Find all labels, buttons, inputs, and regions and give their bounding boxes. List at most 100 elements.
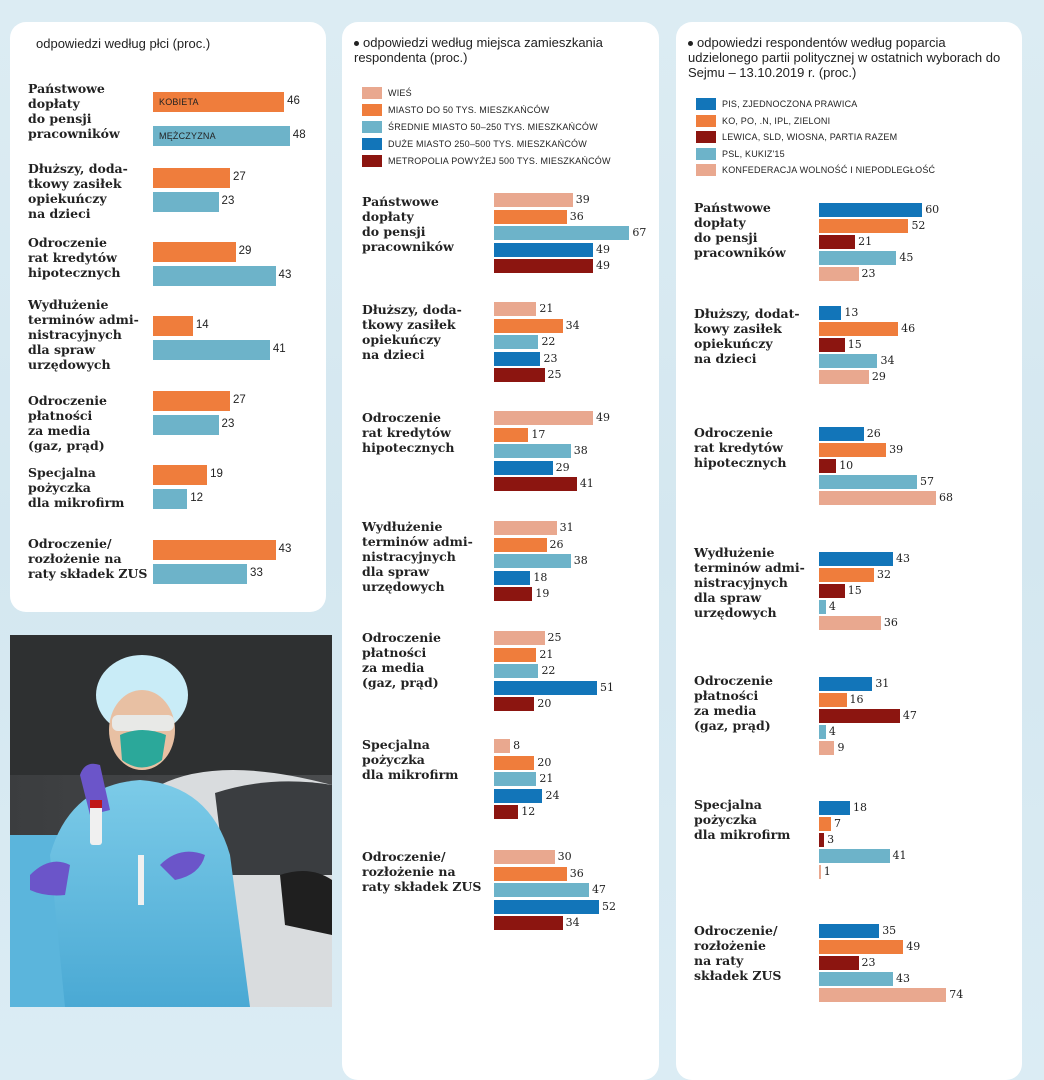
category-label: Dłuższy, doda-tkowy zasiłek opiekuńczy na …: [28, 161, 128, 221]
category-label: Wydłużenie terminów admi-nistracyjnych dla…: [362, 519, 473, 594]
legend-swatch: [696, 164, 716, 176]
category-label: Państwowe dopłaty do pensji pracowników: [694, 200, 786, 260]
bar-value: 10: [839, 459, 854, 472]
bar-value: 51: [600, 680, 615, 694]
bar: [819, 251, 897, 265]
bar-value: 60: [925, 203, 940, 216]
bar-value: 36: [569, 866, 584, 880]
category-label-line: Wydłużenie: [694, 545, 775, 560]
bar: [819, 370, 869, 384]
bar-value: 49: [595, 242, 610, 256]
bar-value: 36: [569, 209, 584, 223]
category-label-line: na dzieci: [694, 351, 757, 366]
category-label-line: rat kredytów: [28, 250, 117, 265]
bar-value: 41: [272, 343, 286, 355]
legend-swatch: [362, 121, 382, 133]
category-label-line: Odroczenie: [694, 425, 774, 440]
legend-swatch: [696, 147, 716, 160]
bar-value: 14: [195, 319, 209, 331]
bar: [494, 368, 545, 382]
bar: [819, 203, 923, 217]
bar: [819, 725, 826, 739]
category-label: Państwowe dopłaty do pensji pracowników: [28, 81, 120, 141]
bar-value: 8: [513, 739, 521, 752]
bar-value: 23: [221, 195, 235, 207]
party-chart-title: odpowiedzi respondentów według poparcia …: [688, 35, 1001, 80]
bar-value: 43: [895, 552, 910, 565]
bar-value: 17: [531, 427, 546, 441]
category-label: Odroczenie płatności za media (gaz, prąd): [694, 673, 773, 733]
bar: [153, 540, 276, 560]
category-label: Odroczenie rat kredytów hipotecznych: [28, 235, 120, 280]
bar: [819, 306, 842, 320]
bar-value: 26: [866, 427, 881, 440]
category-label-line: urzędowych: [694, 605, 777, 620]
bar-value: 18: [533, 570, 548, 584]
bar: [494, 755, 535, 770]
bar: [494, 883, 589, 897]
bar-value: 41: [892, 849, 907, 862]
bar-value: 20: [537, 697, 552, 710]
category-label-line: dla mikrofirm: [694, 827, 791, 842]
category-label-line: Odroczenie/: [694, 923, 778, 938]
bar-value: 68: [938, 491, 953, 504]
bar: [153, 564, 248, 584]
legend-swatch: [362, 104, 382, 116]
series-inline-label: MĘŻCZYZNA: [159, 131, 216, 141]
legend-swatch: [362, 155, 382, 167]
category-label-line: urzędowych: [362, 579, 445, 594]
bar-value: 21: [539, 772, 554, 785]
bar-value: 57: [920, 475, 935, 488]
category-label-line: raty składek ZUS: [362, 879, 482, 894]
category-label: Odroczenie płatności za media (gaz, prąd): [28, 393, 107, 453]
category-label-line: za media: [362, 660, 425, 675]
bar: [494, 259, 593, 273]
bar-value: 21: [539, 302, 554, 315]
bar-value: 43: [895, 972, 910, 985]
category-label-line: rat kredytów: [362, 425, 451, 440]
bar-value: 34: [880, 354, 895, 367]
category-label-line: pożyczka: [362, 752, 425, 767]
category-label-line: raty składek ZUS: [28, 566, 148, 581]
category-label-line: pracowników: [694, 245, 786, 260]
category-label-line: dopłaty: [28, 96, 80, 111]
bar: [494, 209, 567, 224]
bar-value: 12: [190, 492, 203, 504]
legend-label: DUŻE MIASTO 250–500 TYS. MIESZKAŃCÓW: [388, 139, 587, 149]
legend-swatch: [362, 138, 382, 150]
bar-value: 38: [573, 444, 588, 457]
bar-value: 29: [871, 370, 886, 383]
category-label: Wydłużenie terminów admi-nistracyjnych dla…: [694, 545, 805, 620]
bar-value: 74: [949, 988, 964, 1001]
bar: [819, 801, 850, 815]
residence-chart-panel: odpowiedzi według miejsca zamieszkania r…: [342, 22, 659, 1080]
bar: [819, 677, 873, 691]
bar: [494, 866, 567, 881]
bar-value: 21: [858, 235, 873, 248]
bar-value: 23: [861, 956, 876, 969]
legend-swatch: [696, 131, 716, 143]
category-label-line: kowy zasiłek: [694, 321, 782, 336]
category-label: Dłuższy, doda-tkowy zasiłek opiekuńczy na …: [362, 302, 462, 362]
legend-label: KO, PO, .N, IPL, ZIELONI: [722, 115, 831, 126]
bar: [494, 521, 557, 535]
category-label-line: na dzieci: [28, 206, 91, 221]
bar-value: 41: [579, 477, 594, 490]
legend-label: PIS, ZJEDNOCZONA PRAWICA: [722, 99, 858, 109]
bar-value: 27: [232, 171, 246, 183]
bar: [153, 340, 270, 360]
residence-chart-title: odpowiedzi według miejsca zamieszkania r…: [354, 35, 603, 65]
bar: [494, 335, 539, 349]
bar: [819, 219, 909, 233]
bar: [153, 266, 276, 286]
bar: [494, 850, 555, 864]
bar-value: 46: [287, 95, 300, 107]
photo-illustration: [10, 635, 332, 1007]
bar-value: 52: [602, 899, 617, 913]
bar: [819, 833, 825, 847]
category-label-line: Wydłużenie: [362, 519, 443, 534]
category-label-line: Specjalna: [28, 465, 96, 480]
category-label-line: (gaz, prąd): [28, 438, 105, 453]
category-label-line: na raty: [694, 953, 744, 968]
category-label-line: dla spraw: [362, 564, 430, 579]
